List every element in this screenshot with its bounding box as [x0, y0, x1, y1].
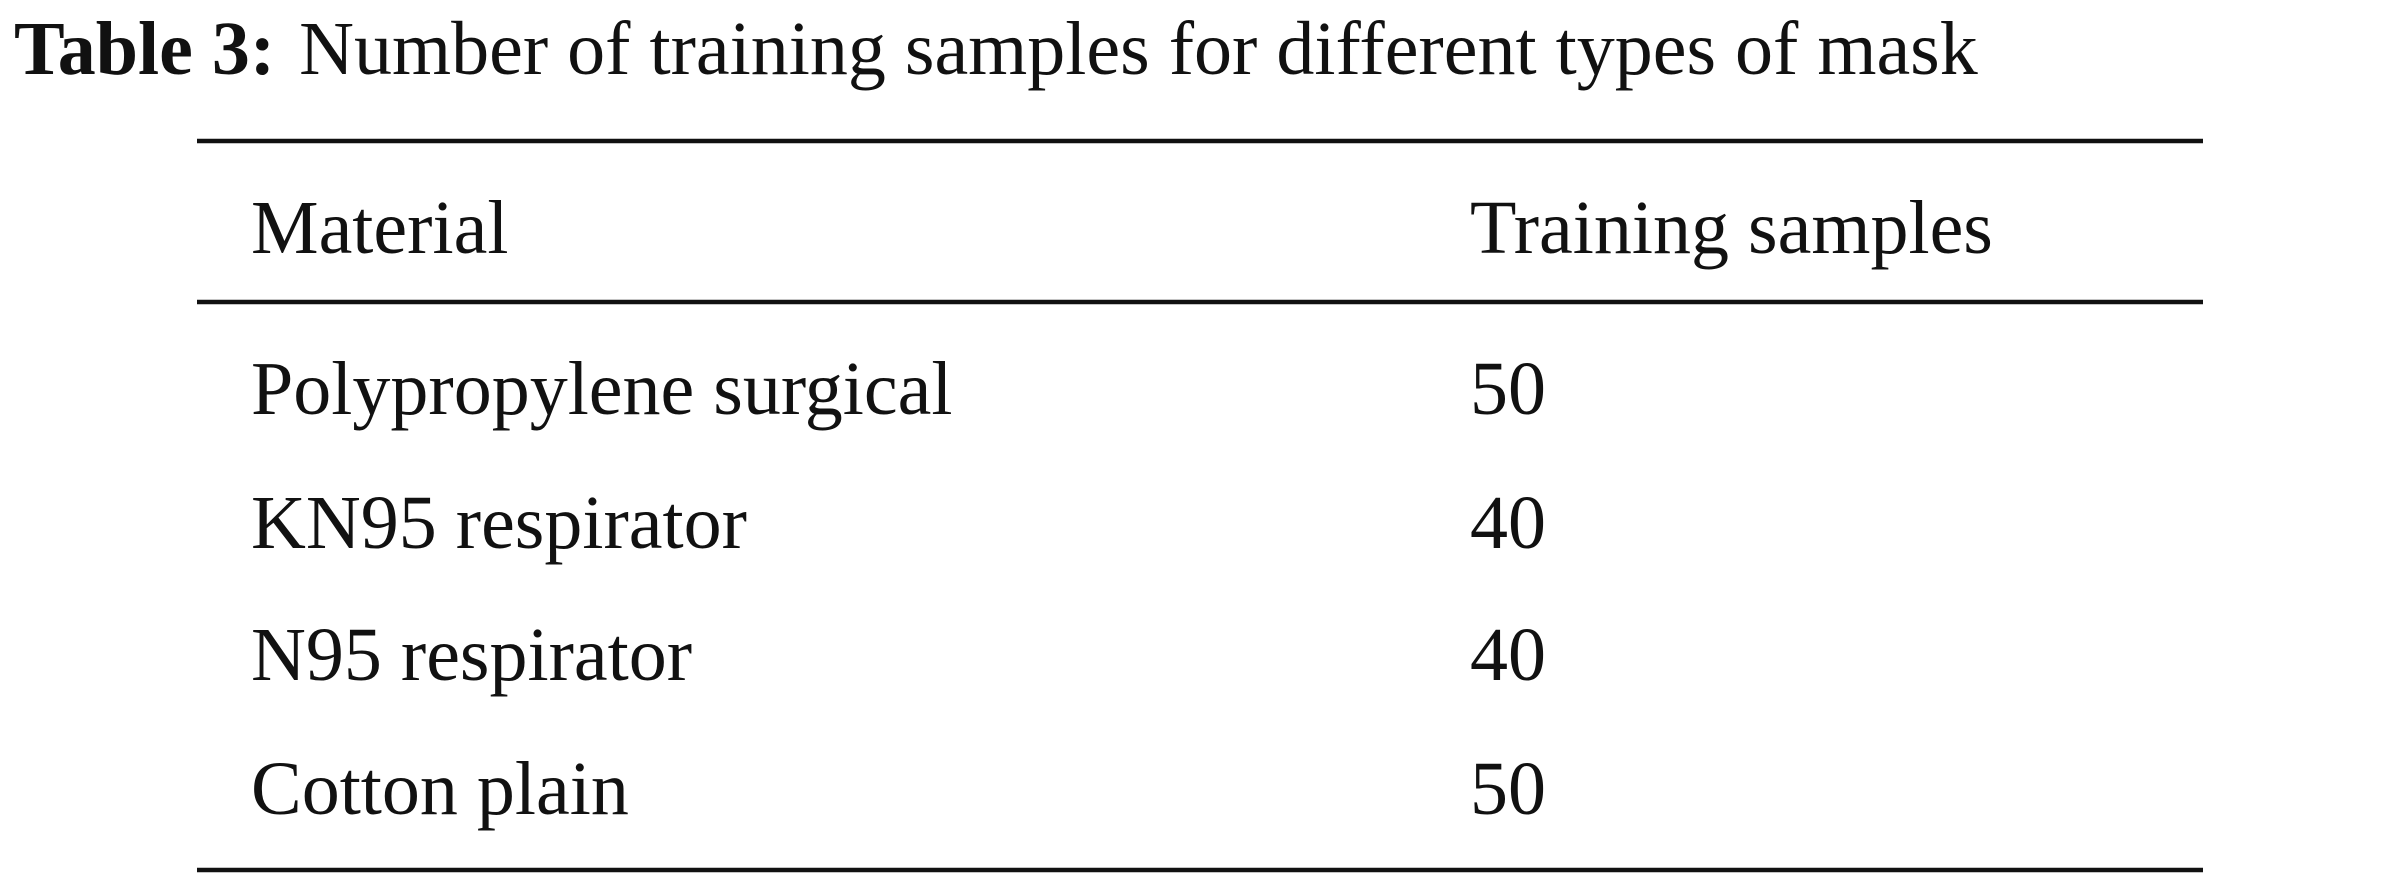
caption-text: Number of training samples for different… [299, 7, 1978, 91]
table-cell: 50 [1470, 747, 1546, 831]
table-cell: N95 respirator [251, 613, 692, 697]
table-cell: Cotton plain [251, 747, 629, 831]
header-cell: Material [251, 186, 508, 270]
table-cell: 40 [1470, 613, 1546, 697]
caption-label: Table 3: [14, 7, 275, 91]
caption: Table 3: Number of training samples for d… [14, 7, 1978, 91]
table-cell: 40 [1470, 481, 1546, 565]
header-cell: Training samples [1470, 186, 1993, 270]
table-cell: KN95 respirator [251, 481, 747, 565]
table-cell: 50 [1470, 347, 1546, 431]
table: Material Training samples Polypropylene su… [251, 186, 1993, 831]
table-cell: Polypropylene surgical [251, 347, 952, 431]
